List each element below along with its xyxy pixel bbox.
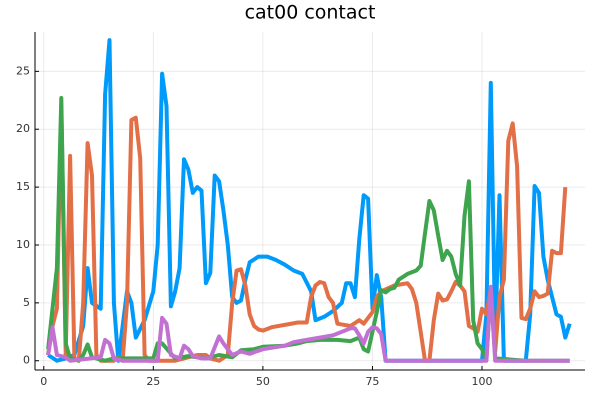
series-line — [47, 38, 572, 363]
chart-title: cat00 contact — [245, 2, 376, 24]
y-tick-label: 25 — [16, 64, 30, 77]
x-tick-label: 25 — [146, 375, 160, 388]
y-tick-label: 10 — [16, 238, 30, 251]
series-line — [46, 284, 570, 363]
x-tick-label: 100 — [472, 375, 493, 388]
y-tick-label: 15 — [16, 180, 30, 193]
x-tick-label: 0 — [40, 375, 47, 388]
x-tick-label: 50 — [256, 375, 270, 388]
x-tick-label: 75 — [365, 375, 379, 388]
y-tick-label: 20 — [16, 122, 30, 135]
y-tick-label: 5 — [23, 296, 30, 309]
y-tick-label: 0 — [23, 354, 30, 367]
